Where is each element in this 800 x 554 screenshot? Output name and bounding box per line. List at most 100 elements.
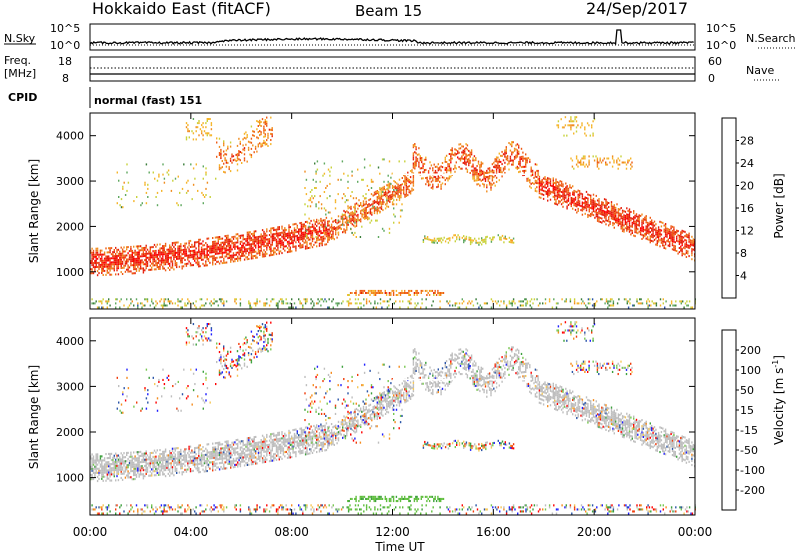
power-cell [647,304,649,307]
velocity-cell [116,456,118,459]
power-cell [250,243,253,246]
velocity-cell [138,467,140,470]
power-cell [267,134,269,137]
power-cell [223,245,225,248]
power-cell [552,185,554,188]
power-cell [321,221,323,224]
power-cell [362,195,364,198]
power-cell [267,136,269,139]
power-cell [520,155,523,158]
power-cell [350,220,352,223]
power-cell [573,120,575,123]
velocity-cells [90,321,696,515]
power-cell [212,237,214,239]
power-cell [448,167,451,170]
velocity-cell [164,469,167,472]
power-cell [467,302,469,305]
power-cell [137,265,139,268]
power-cell [159,247,161,250]
power-cell [456,236,458,239]
power-cell [631,217,633,220]
power-cell [573,189,575,192]
power-cell [160,247,163,250]
power-cell [490,184,492,187]
power-cell [673,228,675,231]
power-cell [407,188,409,190]
power-cell [147,183,149,186]
power-cell [94,270,96,273]
power-cell [271,249,273,252]
power-cell [663,244,665,247]
power-cell [108,247,110,250]
power-cell [670,239,672,242]
power-cell [408,292,410,294]
power-cell [115,273,117,276]
power-cell [279,240,282,243]
power-cell [336,304,339,307]
power-cell [678,247,681,249]
power-cell [530,182,532,185]
power-cell [239,236,242,239]
velocity-cell [155,451,157,454]
power-cell [664,223,667,225]
power-cell [212,243,214,246]
power-cell [544,178,546,181]
power-cell [669,237,671,239]
velocity-cell [152,460,154,463]
velocity-cell [109,463,111,466]
power-cell [361,209,363,212]
power-cell [522,157,524,160]
power-cell [347,300,350,303]
power-cell [218,164,221,167]
power-cell [289,232,291,235]
power-cell [214,244,217,247]
power-cell [659,304,662,307]
power-cell [320,217,322,220]
power-cell [391,184,394,187]
power-cell [234,260,236,263]
power-cell [652,222,654,224]
power-cell [437,292,439,294]
power-cell [500,171,502,174]
power-cell [627,161,629,164]
power-cell [673,230,675,233]
power-cell [271,235,273,238]
power-cell [379,200,381,203]
power-cell [263,125,265,128]
power-cell [164,251,167,253]
power-cell [235,237,237,240]
power-cell [252,243,254,245]
power-cell [422,167,424,170]
power-cell [148,256,150,259]
power-cell [255,256,257,259]
power-cell [189,252,192,255]
power-cell [567,195,570,198]
power-cell [483,175,485,178]
power-cell [505,306,508,309]
power-cell [318,207,320,210]
power-cell [570,203,572,206]
power-cell [517,306,519,309]
power-cell [257,237,260,240]
power-cell [348,220,351,223]
power-cell [364,217,366,220]
power-cell [263,142,265,144]
power-cell [220,248,222,250]
power-cell [403,190,405,193]
power-cell [142,304,145,307]
power-cell [141,255,143,258]
power-cell [260,247,262,250]
power-cell [656,240,658,243]
velocity-cell [108,469,110,472]
power-cell [109,259,111,262]
power-cell [340,223,342,226]
power-cbar-label: 8 [740,247,747,260]
power-cell [439,300,441,303]
power-cell [609,304,612,307]
power-cell [606,163,608,166]
power-cell [504,235,506,238]
power-cell [667,232,669,235]
power-cell [119,254,121,257]
power-cell [623,298,626,301]
power-cell [214,252,217,255]
